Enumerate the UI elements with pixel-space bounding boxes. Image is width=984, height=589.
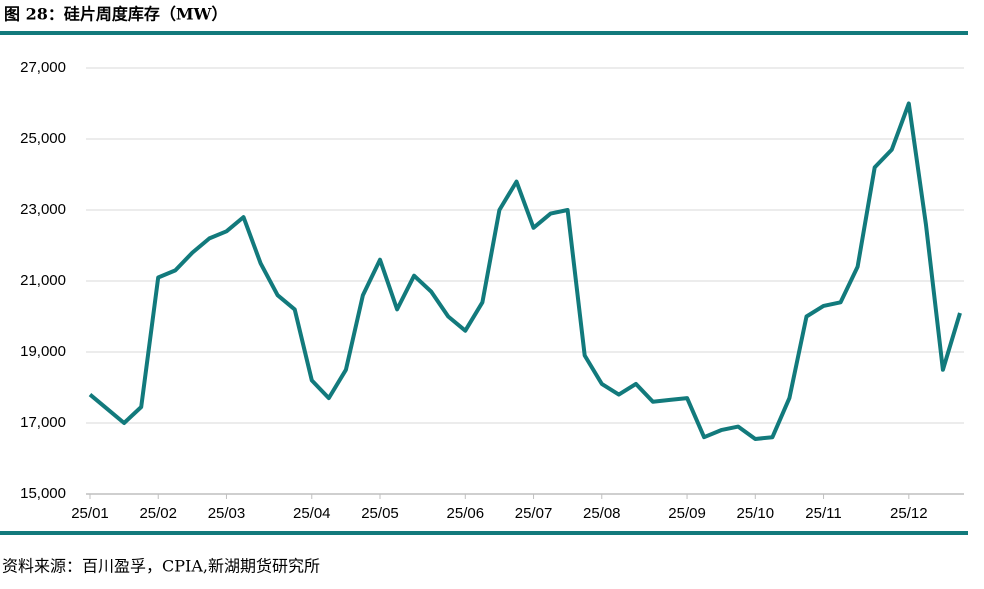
y-tick-label: 19,000 <box>20 343 66 360</box>
y-tick-label: 23,000 <box>20 201 66 218</box>
chart-title: 图 28：硅片周度库存（MW） <box>4 5 228 24</box>
data-line <box>88 101 962 441</box>
x-tick-label: 25/06 <box>447 505 485 522</box>
x-tick-label: 25/01 <box>71 505 109 522</box>
footer-rule <box>0 531 968 535</box>
x-tick-label: 25/03 <box>208 505 246 522</box>
x-tick-label: 25/08 <box>583 505 621 522</box>
y-tick-label: 15,000 <box>20 485 66 502</box>
x-tick-label: 25/10 <box>737 505 775 522</box>
x-tick-label: 25/12 <box>890 505 928 522</box>
y-tick-label: 17,000 <box>20 414 66 431</box>
y-tick-label: 21,000 <box>20 272 66 289</box>
x-tick-label: 25/11 <box>805 505 841 522</box>
source-note: 资料来源：百川盈孚，CPIA,新湖期货研究所 <box>2 557 320 576</box>
header-rule <box>0 31 968 35</box>
x-tick-label: 25/04 <box>293 505 331 522</box>
x-tick-label: 25/02 <box>139 505 177 522</box>
x-tick-label: 25/05 <box>361 505 399 522</box>
x-tick-label: 25/07 <box>515 505 553 522</box>
x-tick-label: 25/09 <box>668 505 706 522</box>
y-tick-label: 27,000 <box>20 59 66 76</box>
y-tick-label: 25,000 <box>20 130 66 147</box>
